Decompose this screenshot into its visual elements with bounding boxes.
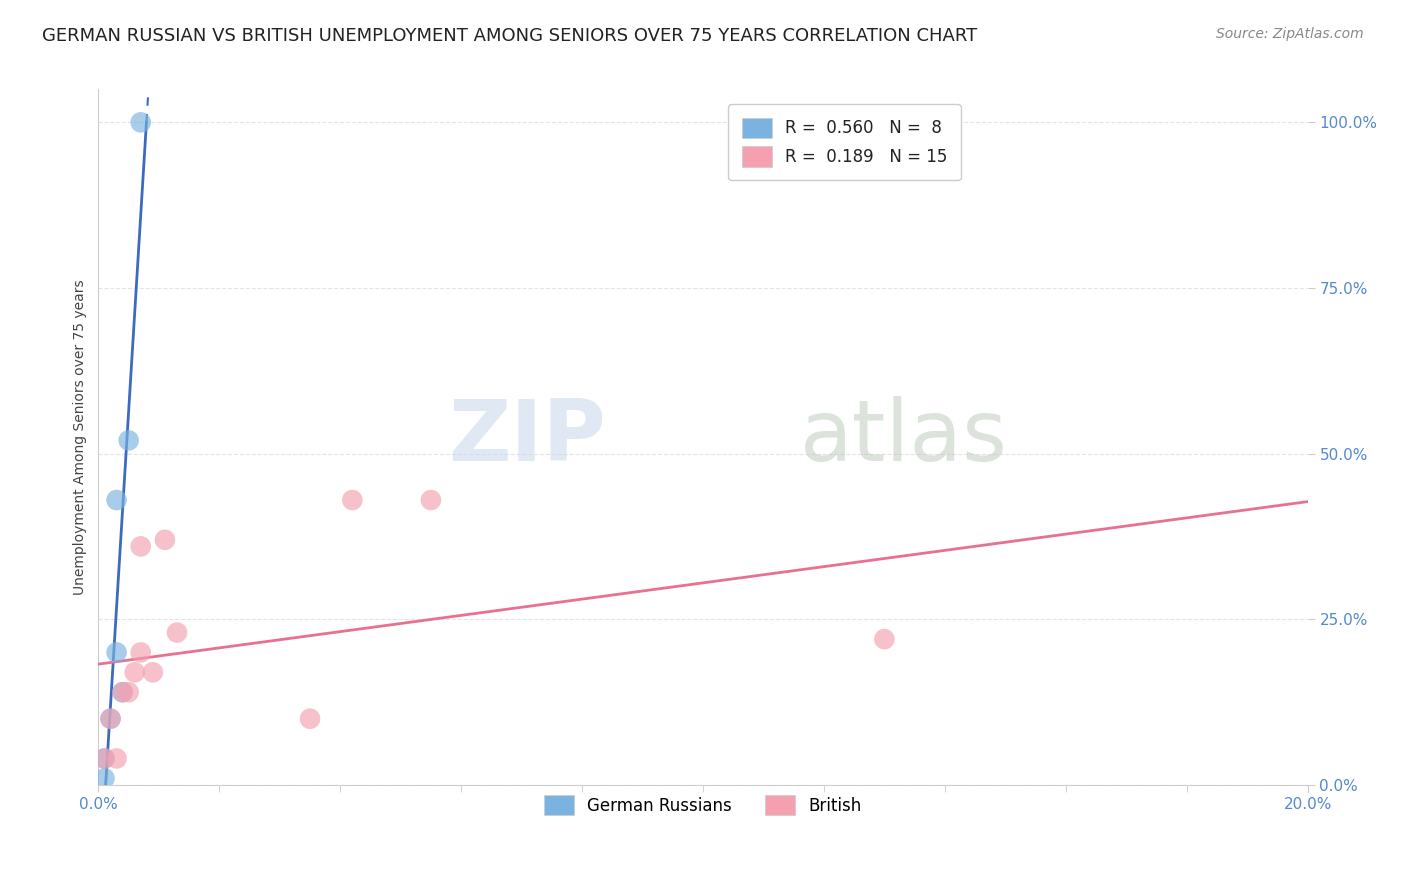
Point xyxy=(93,751,115,765)
Point xyxy=(124,665,146,680)
Point xyxy=(342,493,364,508)
Point xyxy=(100,712,122,726)
Point xyxy=(129,645,152,659)
Point xyxy=(93,751,115,765)
Point xyxy=(100,712,122,726)
Point xyxy=(111,685,134,699)
Y-axis label: Unemployment Among Seniors over 75 years: Unemployment Among Seniors over 75 years xyxy=(73,279,87,595)
Text: GERMAN RUSSIAN VS BRITISH UNEMPLOYMENT AMONG SENIORS OVER 75 YEARS CORRELATION C: GERMAN RUSSIAN VS BRITISH UNEMPLOYMENT A… xyxy=(42,27,977,45)
Point xyxy=(111,685,134,699)
Point xyxy=(153,533,176,547)
Point xyxy=(166,625,188,640)
Point xyxy=(93,772,115,786)
Point xyxy=(129,540,152,554)
Point xyxy=(105,645,128,659)
Point xyxy=(105,493,128,508)
Point xyxy=(420,493,443,508)
Text: ZIP: ZIP xyxy=(449,395,606,479)
Text: Source: ZipAtlas.com: Source: ZipAtlas.com xyxy=(1216,27,1364,41)
Point xyxy=(105,751,128,765)
Point xyxy=(129,115,152,129)
Legend: German Russians, British: German Russians, British xyxy=(530,781,876,829)
Point xyxy=(299,712,322,726)
Point xyxy=(142,665,165,680)
Point xyxy=(118,685,141,699)
Text: atlas: atlas xyxy=(800,395,1008,479)
Point xyxy=(118,434,141,448)
Point xyxy=(873,632,896,647)
